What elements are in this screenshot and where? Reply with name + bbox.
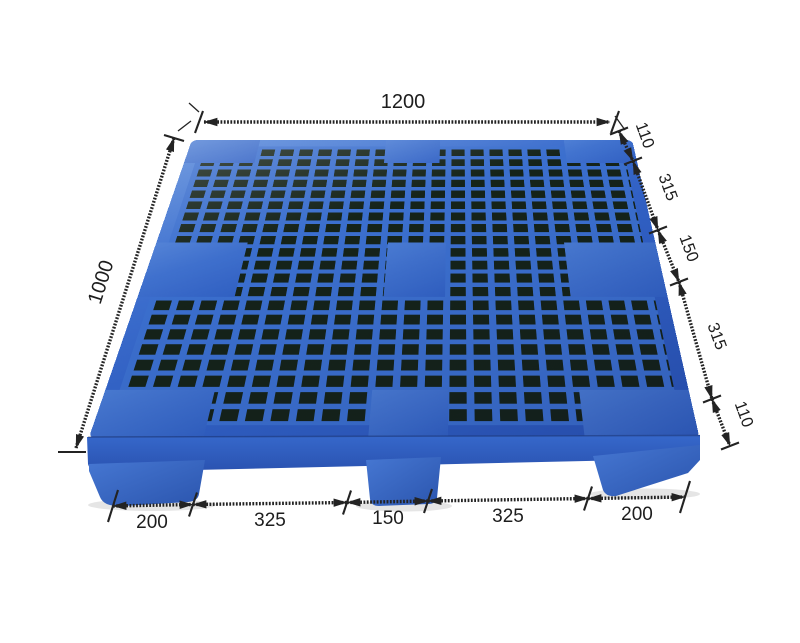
dimension-line: [74, 137, 176, 449]
deck-wall-edge: [87, 434, 701, 438]
dimension-label-bottom: 200: [621, 504, 653, 525]
dimension-tick: [610, 110, 620, 134]
dimension-tick: [583, 486, 593, 511]
dimension-label-bottom: 325: [254, 510, 286, 531]
dimension-top: 1200: [188, 91, 626, 134]
extension-hook: [177, 120, 192, 132]
pallet-foot-left: [89, 460, 205, 507]
dimension-line: [112, 500, 194, 510]
dimension-tick: [188, 492, 198, 517]
dimension-tick: [720, 441, 740, 451]
dimension-label-left: 1000: [84, 258, 118, 307]
dimension-label-right: 110: [632, 120, 658, 151]
dimension-label-top: 1200: [381, 91, 426, 113]
dimension-label-bottom: 325: [492, 506, 524, 527]
dimension-label-bottom: 150: [372, 508, 404, 529]
dimension-left: 1000: [58, 120, 192, 454]
dimension-label-right: 315: [704, 320, 730, 352]
pallet-front-wall: [87, 435, 700, 473]
dimension-tick: [163, 133, 185, 143]
dimension-tick: [342, 490, 352, 515]
dimension-tick: [194, 110, 204, 134]
dimension-right: 110 315 150 315 110: [609, 120, 757, 451]
pallet-foot-center: [366, 457, 441, 506]
pallet-foot-right: [593, 445, 700, 497]
dimension-tick: [106, 489, 120, 523]
dimension-line: [587, 493, 686, 503]
dimension-label-right: 315: [655, 171, 681, 203]
extension-hook: [188, 102, 200, 113]
pallet-base: [87, 434, 701, 512]
dimension-line: [346, 497, 429, 507]
dimension-line: [631, 160, 660, 231]
dimension-line: [192, 498, 348, 509]
dimension-line: [677, 281, 714, 400]
dimension-tick: [623, 156, 643, 166]
dimension-label-right: 150: [676, 232, 702, 264]
dimension-tick: [669, 277, 689, 287]
dimension-tick: [609, 126, 629, 136]
dimension-line: [427, 494, 589, 505]
dimension-tick: [423, 488, 433, 514]
dimension-line: [710, 398, 732, 447]
dimension-label-right: 110: [731, 399, 757, 430]
dimension-bottom: 200 325 150 325 200: [106, 480, 692, 533]
dimension-tick: [648, 225, 668, 235]
dimension-tick: [678, 480, 692, 514]
dimension-line: [656, 229, 681, 283]
extension-hook: [614, 115, 626, 131]
dimension-line: [617, 130, 635, 162]
dimension-tick: [702, 394, 722, 404]
dimension-label-bottom: 200: [136, 512, 168, 533]
